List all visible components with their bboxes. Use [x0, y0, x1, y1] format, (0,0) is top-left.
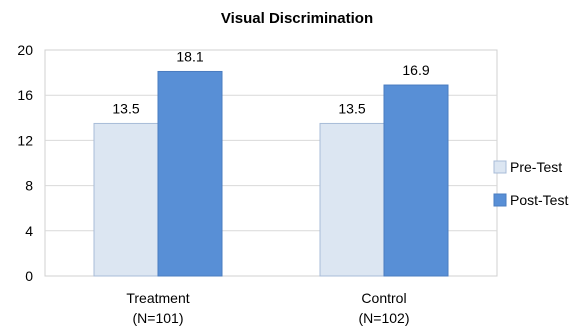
data-label: 18.1 — [176, 48, 203, 64]
y-tick-label: 12 — [17, 132, 33, 148]
legend-swatch — [493, 193, 507, 207]
bar-pre-test-0 — [93, 122, 159, 277]
chart-title: Visual Discrimination — [221, 10, 373, 27]
y-tick-label: 8 — [25, 178, 33, 194]
data-label: 16.9 — [402, 62, 429, 78]
bars — [93, 70, 449, 277]
data-labels: 13.5 18.1 13.5 16.9 — [112, 48, 429, 116]
category-labels: Treatment (N=101) Control (N=102) — [126, 290, 409, 326]
y-tick-label: 4 — [25, 223, 33, 239]
category-label: Treatment — [126, 290, 189, 306]
legend: Pre-Test Post-Test — [493, 159, 568, 208]
category-label: Control — [361, 290, 406, 306]
data-label: 13.5 — [338, 100, 365, 116]
bar-pre-test-1 — [319, 122, 385, 277]
category-label: (N=102) — [359, 310, 410, 326]
y-tick-label: 16 — [17, 87, 33, 103]
legend-label: Post-Test — [510, 192, 568, 208]
y-axis-ticks: 0 4 8 12 16 20 — [17, 42, 33, 284]
category-label: (N=101) — [133, 310, 184, 326]
bar-post-test-1 — [383, 84, 449, 277]
legend-label: Pre-Test — [510, 159, 562, 175]
data-label: 13.5 — [112, 100, 139, 116]
y-tick-label: 20 — [17, 42, 33, 58]
y-tick-label: 0 — [25, 268, 33, 284]
bar-post-test-0 — [157, 70, 223, 277]
legend-swatch — [493, 160, 507, 174]
